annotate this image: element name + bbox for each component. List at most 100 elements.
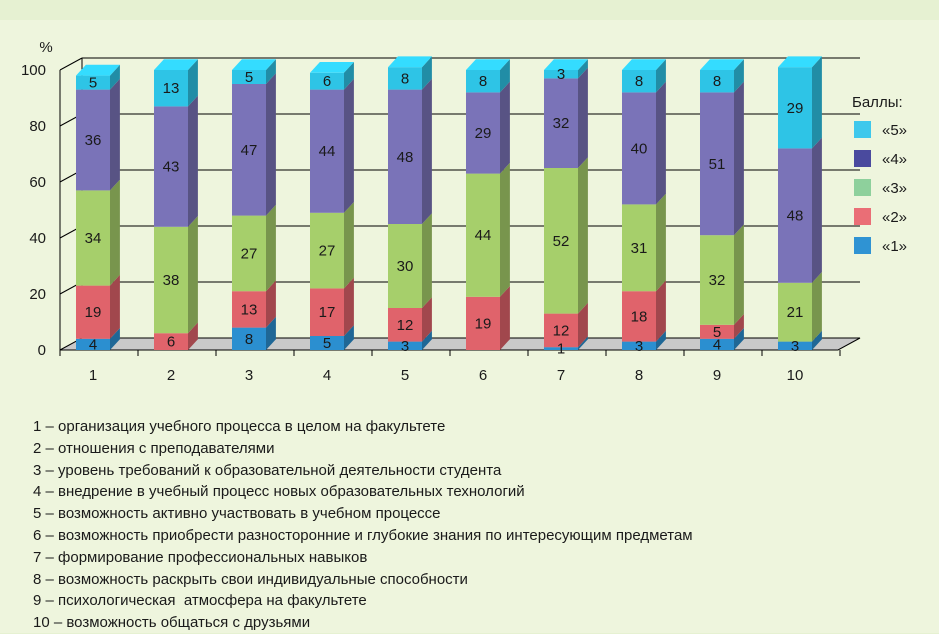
caption-5: 5 – возможность активно участвовать в уч…: [33, 505, 441, 523]
bar-segment: [778, 282, 812, 342]
bar-segment: [310, 212, 344, 289]
data-label: 8: [713, 73, 721, 90]
legend-swatch: [854, 121, 871, 138]
bar-top: [76, 64, 120, 76]
data-label: 18: [631, 308, 648, 325]
data-label: 6: [167, 334, 175, 351]
legend: Баллы: «5» «4» «3» «2» «1»: [852, 94, 907, 255]
bar-segment: [388, 308, 422, 342]
bar-segment: [700, 92, 734, 236]
caption-3: 3 – уровень требований к образовательной…: [33, 461, 502, 479]
data-label: 21: [787, 304, 804, 321]
bar-segment-side: [656, 59, 666, 93]
x-tick-label: 3: [245, 367, 253, 384]
bar-segment-side: [578, 336, 588, 350]
bar-segment-side: [500, 286, 510, 350]
y-tick-label: 100: [21, 62, 46, 79]
bar-segment: [388, 224, 422, 308]
data-label: 48: [787, 208, 804, 225]
bar-top: [778, 56, 822, 68]
bar-top: [232, 59, 276, 70]
data-label: 3: [791, 338, 799, 355]
x-tick-label: 5: [401, 367, 409, 384]
bar-segment: [76, 190, 110, 286]
bar-segment-side: [422, 213, 432, 308]
bar-segment-side: [344, 62, 354, 90]
data-label: 44: [475, 227, 492, 244]
bar-segment-side: [656, 81, 666, 205]
gridline-depth-100: [59, 57, 83, 71]
bar-segment-side: [110, 78, 120, 191]
legend-label: «5»: [882, 122, 907, 139]
data-label: 12: [553, 322, 570, 339]
data-label: 1: [557, 341, 565, 358]
bar-segment-side: [188, 95, 198, 227]
bar-segment-side: [734, 314, 744, 339]
x-tick-label: 8: [635, 367, 643, 384]
bar-segment-side: [656, 193, 666, 292]
bar-segment-side: [812, 272, 822, 342]
data-label: 27: [241, 245, 258, 262]
bar-top: [544, 59, 588, 70]
x-tick-label: 10: [787, 367, 804, 384]
legend-swatch: [854, 237, 871, 254]
bar-segment: [76, 285, 110, 339]
bar-segment: [154, 106, 188, 227]
bar-group-10: 3 21 48 29: [778, 56, 822, 355]
bar-segment-side: [344, 277, 354, 336]
data-label: 13: [163, 80, 180, 97]
bar-top: [700, 59, 744, 70]
data-label: 48: [397, 149, 414, 166]
legend-label: «4»: [882, 151, 907, 168]
data-label: 8: [479, 73, 487, 90]
bar-segment-side: [110, 179, 120, 286]
bar-segment: [544, 313, 578, 348]
bar-segment: [310, 288, 344, 336]
data-label: 47: [241, 142, 258, 159]
bar-segment-side: [344, 202, 354, 289]
bar-segment: [154, 226, 188, 334]
bar-segment: [466, 296, 500, 350]
bar-segment-side: [578, 59, 588, 79]
bar-segment: [154, 70, 188, 107]
x-tick-label: 9: [713, 367, 721, 384]
bar-segment: [388, 67, 422, 90]
data-label: 29: [787, 100, 804, 117]
bar-group-9: 45 32 51 8: [700, 59, 744, 353]
legend-label: «3»: [882, 180, 907, 197]
bar-top: [154, 59, 198, 70]
bar-segment-side: [110, 328, 120, 350]
y-unit-label: %: [39, 39, 52, 56]
bar-segment: [232, 84, 266, 216]
data-label: 5: [89, 75, 97, 92]
bar-segment: [76, 75, 110, 90]
bar-segment-side: [578, 67, 588, 168]
data-label: 17: [319, 304, 336, 321]
bar-segment-side: [500, 81, 510, 174]
caption-2: 2 – отношения с преподавателями: [33, 439, 275, 457]
bar-segment-side: [812, 330, 822, 350]
y-tick-label: 0: [38, 342, 46, 359]
data-label: 36: [85, 132, 102, 149]
bar-segment: [466, 173, 500, 297]
bar-top: [310, 62, 354, 73]
data-label: 5: [245, 69, 253, 86]
bar-segment-side: [500, 162, 510, 297]
bar-segment: [76, 89, 110, 191]
data-label: 13: [241, 301, 258, 318]
data-label: 38: [163, 272, 180, 289]
bar-segment-side: [266, 73, 276, 216]
y-tick-label: 60: [29, 174, 46, 191]
data-label: 29: [475, 125, 492, 142]
bar-segment: [232, 70, 266, 84]
bar-top: [466, 59, 510, 70]
y-tick-label: 20: [29, 286, 46, 303]
data-label: 5: [323, 335, 331, 352]
data-label: 19: [85, 304, 102, 321]
bar-segment: [622, 92, 656, 205]
bar-segment: [778, 67, 812, 149]
x-tick-label: 4: [323, 367, 331, 384]
bar-segment-side: [812, 56, 822, 149]
bar-segment-side: [266, 316, 276, 350]
